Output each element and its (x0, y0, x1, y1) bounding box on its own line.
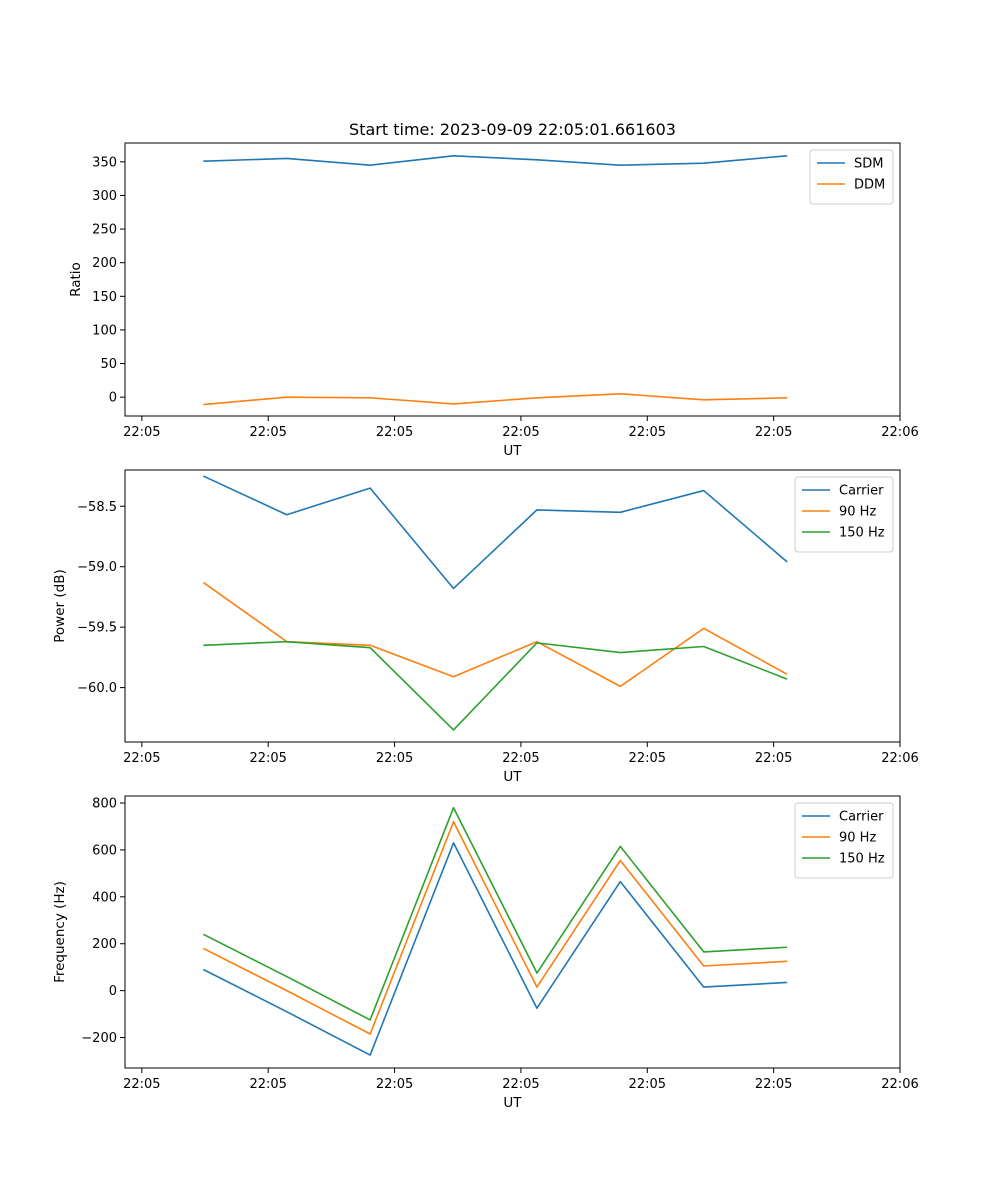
legend: Carrier 90 Hz 150 Hz (794, 802, 894, 879)
x-axis-label: UT (503, 1095, 522, 1111)
legend-box (794, 802, 894, 879)
legend-label: 150 Hz (839, 852, 885, 867)
axes-frame (124, 795, 901, 1069)
x-tick-label: 22:05 (249, 425, 286, 440)
y-tick-label: 350 (92, 155, 117, 170)
series-line-90-hz (202, 581, 788, 688)
x-tick-label: 22:06 (881, 1077, 918, 1092)
chart-panel-1: Start time: 2023-09-09 22:05:01.661603 22… (68, 120, 919, 459)
chart-panel-2: 22:05 22:05 22:05 22:05 22:05 22:05 22:06 −60.0… (52, 469, 919, 785)
y-tick-label: −59.5 (77, 621, 117, 636)
y-tick-label: 400 (92, 890, 117, 905)
series-line-carrier (203, 475, 788, 590)
axes-frame (124, 469, 901, 743)
y-tick-label: 200 (92, 937, 117, 952)
y-tick-label: −60.0 (77, 681, 117, 696)
y-axis-label: Power (dB) (52, 569, 68, 642)
x-tick-label: 22:06 (881, 425, 918, 440)
y-tick-label: 250 (92, 223, 117, 238)
x-tick-label: 22:05 (755, 1077, 792, 1092)
y-tick-label: 100 (92, 323, 117, 338)
series-line-90-hz (202, 820, 788, 1035)
chart-panel-3: 22:05 22:05 22:05 22:05 22:05 22:05 22:06 −200 0… (52, 795, 919, 1111)
x-tick-label: 22:05 (376, 751, 413, 766)
legend-label: Carrier (839, 810, 884, 825)
chart-title: Start time: 2023-09-09 22:05:01.661603 (349, 120, 676, 139)
y-tick-label: 800 (92, 797, 117, 812)
legend-label: Carrier (839, 484, 884, 499)
series-line-150-hz (202, 806, 788, 1021)
y-tick-label: −200 (81, 1031, 117, 1046)
x-tick-label: 22:05 (249, 1077, 286, 1092)
x-tick-label: 22:05 (123, 1077, 160, 1092)
series-line-150-hz (203, 640, 788, 731)
y-axis-label: Frequency (Hz) (52, 881, 68, 983)
x-tick-label: 22:05 (629, 1077, 666, 1092)
y-tick-label: −58.5 (77, 500, 117, 515)
x-tick-label: 22:05 (755, 751, 792, 766)
legend-label: SDM (854, 157, 883, 172)
x-tick-label: 22:05 (755, 425, 792, 440)
y-tick-label: 200 (92, 256, 117, 271)
y-tick-label: 0 (109, 984, 117, 999)
x-tick-label: 22:05 (629, 425, 666, 440)
y-tick-label: 150 (92, 290, 117, 305)
legend-label: 90 Hz (839, 831, 876, 846)
legend: Carrier 90 Hz 150 Hz (794, 476, 894, 553)
x-tick-label: 22:05 (376, 425, 413, 440)
y-tick-label: 50 (100, 357, 117, 372)
x-tick-label: 22:05 (502, 1077, 539, 1092)
y-tick-label: 0 (109, 391, 117, 406)
axes-frame (124, 142, 901, 417)
y-tick-label: 600 (92, 843, 117, 858)
x-tick-label: 22:05 (249, 751, 286, 766)
x-tick-label: 22:05 (376, 1077, 413, 1092)
x-tick-label: 22:05 (123, 425, 160, 440)
y-tick-label: 300 (92, 189, 117, 204)
x-tick-label: 22:05 (502, 425, 539, 440)
legend-label: 150 Hz (839, 526, 885, 541)
x-tick-label: 22:05 (502, 751, 539, 766)
y-axis-label: Ratio (68, 262, 84, 297)
x-axis-label: UT (503, 769, 522, 785)
x-axis-label: UT (503, 443, 522, 459)
legend-label: DDM (854, 178, 885, 193)
series-line-ddm (203, 393, 788, 406)
series-line-sdm (203, 154, 788, 166)
legend-label: 90 Hz (839, 505, 876, 520)
x-tick-label: 22:06 (881, 751, 918, 766)
x-tick-label: 22:05 (123, 751, 160, 766)
legend-box (794, 476, 894, 553)
y-tick-label: −59.0 (77, 560, 117, 575)
x-tick-label: 22:05 (629, 751, 666, 766)
series-line-carrier (202, 842, 788, 1056)
legend: SDM DDM (809, 149, 894, 205)
